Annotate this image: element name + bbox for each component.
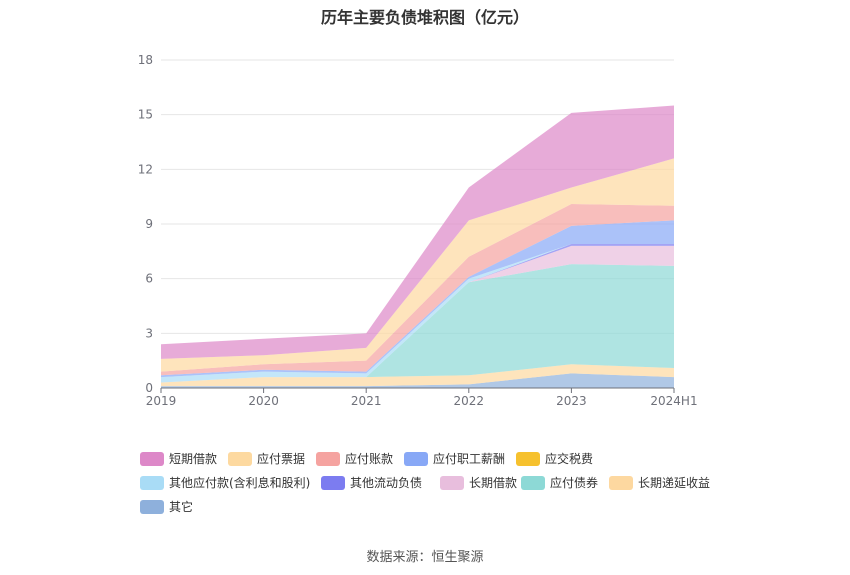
x-tick-label: 2024H1	[650, 394, 697, 408]
y-tick-label: 15	[138, 108, 153, 122]
area-series-8	[161, 203, 674, 376]
legend-label: 长期递延收益	[638, 476, 711, 490]
legend-label: 应付账款	[345, 452, 394, 466]
legend-item[interactable]: 应交税费	[516, 450, 593, 467]
legend-swatch	[140, 475, 164, 490]
legend-swatch	[316, 451, 340, 466]
legend-swatch	[321, 475, 345, 490]
x-tick-label: 2019	[146, 394, 177, 408]
area-series-1	[161, 364, 674, 387]
legend-label: 其他流动负债	[350, 476, 423, 490]
area-series-10	[161, 105, 674, 359]
y-tick-label: 9	[145, 217, 153, 231]
legend-label: 短期借款	[169, 452, 218, 466]
area-series-2	[161, 264, 674, 383]
legend-item[interactable]: 其他流动负债	[321, 474, 422, 491]
legend-label: 应付职工薪酬	[433, 452, 506, 466]
legend-swatch	[521, 475, 545, 490]
legend-item[interactable]: 长期递延收益	[609, 474, 710, 491]
area-layer	[161, 105, 674, 388]
legend-item[interactable]: 应付职工薪酬	[404, 450, 505, 467]
x-tick-label: 2023	[556, 394, 587, 408]
area-series-0	[161, 373, 674, 388]
y-tick-label: 3	[145, 326, 153, 340]
y-tick-label: 6	[145, 272, 153, 286]
legend-swatch	[140, 499, 164, 514]
legend-label: 应交税费	[545, 452, 594, 466]
legend-swatch	[404, 451, 428, 466]
y-tick-label: 12	[138, 162, 153, 176]
legend-swatch	[440, 475, 464, 490]
legend-swatch	[140, 451, 164, 466]
legend-item[interactable]: 短期借款	[140, 450, 217, 467]
area-series-3	[161, 245, 674, 383]
y-tick-label: 0	[145, 381, 153, 395]
legend-item[interactable]: 其它	[140, 498, 193, 515]
x-tick-label: 2022	[454, 394, 485, 408]
legend-item[interactable]: 应付票据	[228, 450, 305, 467]
legend-swatch	[228, 451, 252, 466]
legend-label: 应付票据	[257, 452, 306, 466]
legend-swatch	[609, 475, 633, 490]
legend-item[interactable]: 其他应付款(含利息和股利)	[140, 474, 310, 491]
y-tick-label: 18	[138, 53, 153, 67]
legend-item[interactable]: 长期借款	[440, 474, 517, 491]
legend-swatch	[516, 451, 540, 466]
area-series-7	[161, 220, 674, 378]
area-series-9	[161, 158, 674, 372]
legend-item[interactable]: 应付账款	[316, 450, 393, 467]
legend-label: 其他应付款(含利息和股利)	[169, 476, 311, 490]
axis-layer: 0 3 6 9 12 15 18 2019 2020 2021 2022 2023 2024H1	[138, 53, 698, 408]
x-tick-label: 2020	[248, 394, 279, 408]
data-source-note: 数据来源：恒生聚源	[366, 550, 484, 565]
legend-label: 长期借款	[469, 476, 518, 490]
x-tick-label: 2021	[351, 394, 382, 408]
legend-item[interactable]: 应付债券	[521, 474, 598, 491]
legend-label: 应付债券	[550, 476, 599, 490]
legend-label: 其它	[169, 500, 194, 514]
chart-title: 历年主要负债堆积图（亿元）	[320, 8, 529, 27]
